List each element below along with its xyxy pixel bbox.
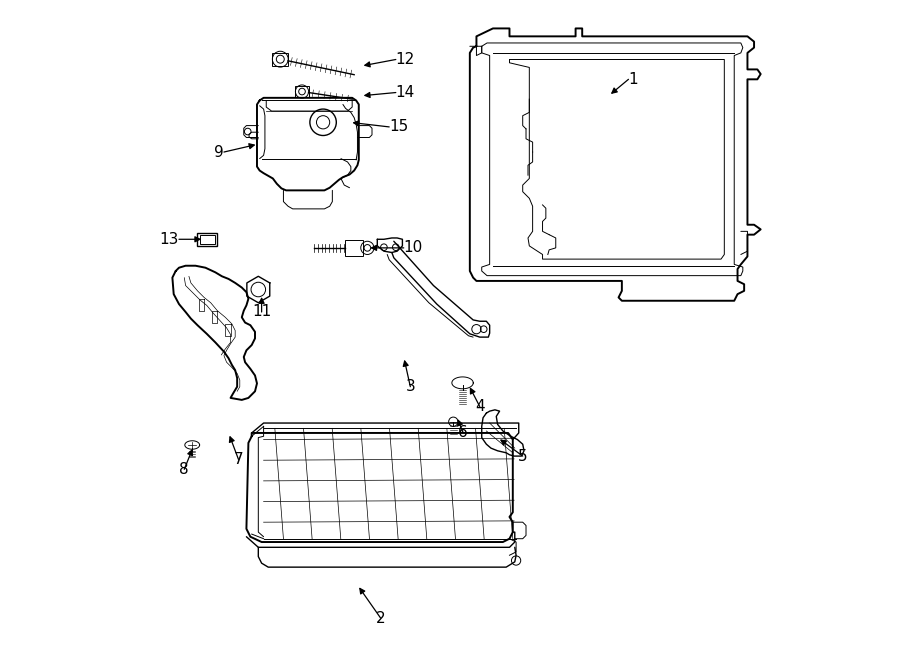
Text: 11: 11	[252, 305, 271, 319]
Text: 12: 12	[396, 52, 415, 67]
Bar	[273, 53, 288, 66]
Text: 5: 5	[518, 449, 527, 463]
Bar	[345, 240, 364, 256]
Text: 8: 8	[179, 462, 189, 477]
Text: 6: 6	[458, 426, 468, 440]
Bar	[197, 233, 217, 246]
Text: 14: 14	[396, 85, 415, 100]
Text: 10: 10	[404, 241, 423, 255]
Text: 15: 15	[389, 120, 409, 134]
Bar	[294, 86, 310, 98]
Text: 4: 4	[475, 399, 484, 414]
Text: 13: 13	[159, 232, 179, 247]
Text: 2: 2	[376, 611, 385, 625]
Text: 3: 3	[406, 379, 415, 394]
Bar	[200, 235, 215, 244]
Text: 9: 9	[214, 145, 224, 159]
Text: 1: 1	[628, 72, 638, 87]
Text: 7: 7	[234, 452, 243, 467]
